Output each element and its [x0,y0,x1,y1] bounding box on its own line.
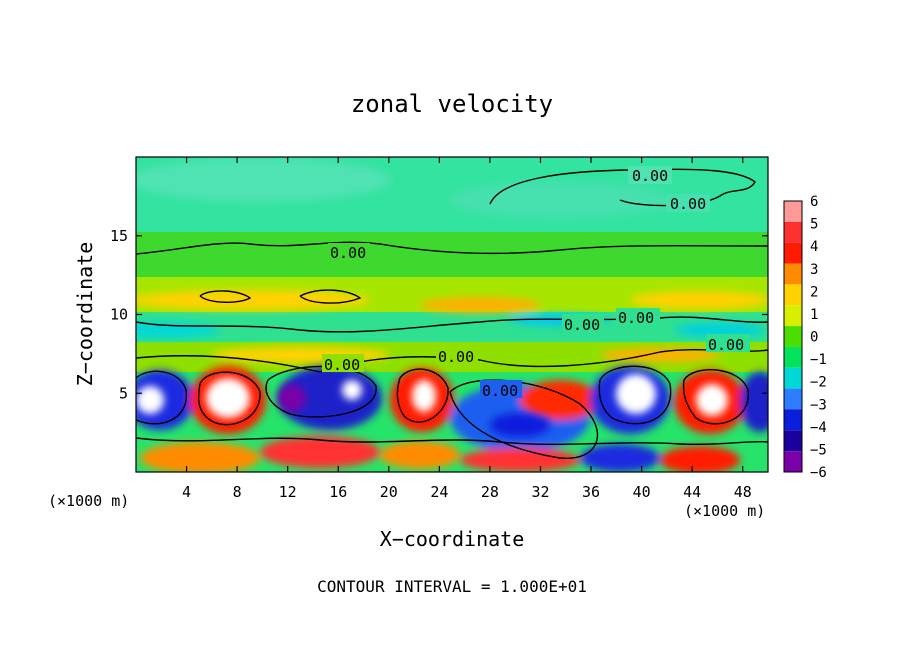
contour-label: 0.00 [618,309,654,327]
contour-label: 0.00 [670,195,706,213]
x-axis: 4 8 12 16 20 24 28 32 36 40 44 48 [182,157,752,501]
x-tick-label: 12 [279,483,297,501]
x-tick-label: 4 [182,483,191,501]
colorbar-frame [783,200,803,473]
colorbar-swatch [784,388,802,410]
y-axis-label: Z−coordinate [73,242,97,387]
colorbar-label: 2 [810,284,818,300]
contour-interval-footer: CONTOUR INTERVAL = 1.000E+01 [317,577,587,596]
colorbar-swatch [784,326,802,347]
colorbar-label: −6 [810,465,827,481]
colorbar-swatch [784,242,802,264]
colorbar-label: 5 [810,217,818,233]
contour-label: 0.00 [564,316,600,334]
colorbar-label: 3 [810,262,818,278]
colorbar-swatch [784,451,802,472]
colorbar: 6 5 4 3 2 1 0 −1 −2 −3 −4 −5 −6 [783,194,827,481]
y-tick-label: 10 [110,306,128,324]
x-tick-label: 36 [582,483,600,501]
colorbar-label: −1 [810,352,827,368]
colorbar-label: 0 [810,330,818,346]
contour-label: 0.00 [438,348,474,366]
x-tick-label: 24 [430,483,448,501]
colorbar-swatch [784,430,802,452]
contour-label: 0.00 [330,244,366,262]
contour-labels: 0.00 0.00 0.00 0.00 0.00 0.00 0.00 0.00 … [322,166,750,400]
colorbar-label: 4 [810,239,818,255]
colorbar-swatch [784,263,802,285]
colorbar-label: 1 [810,307,818,323]
y-axis: 5 10 15 [110,227,768,402]
colorbar-swatch [784,221,802,243]
colorbar-label: 6 [810,194,818,210]
x-tick-label: 8 [233,483,242,501]
contour-label: 0.00 [632,167,668,185]
contour-label: 0.00 [482,382,518,400]
colorbar-swatch [784,284,802,306]
y-tick-label: 5 [119,384,128,402]
x-tick-label: 40 [633,483,651,501]
colorbar-swatch [784,201,802,222]
contour-lines [136,168,768,459]
colorbar-label: −2 [810,375,827,391]
colorbar-swatch [784,409,802,431]
x-tick-label: 44 [683,483,701,501]
colorbar-label: −4 [810,420,827,436]
x-tick-label: 32 [531,483,549,501]
colorbar-swatch [784,346,802,368]
x-axis-label: X−coordinate [380,527,525,551]
contour-label: 0.00 [708,336,744,354]
x-tick-label: 20 [380,483,398,501]
x-tick-label: 48 [734,483,752,501]
plot-area: 0.00 0.00 0.00 0.00 0.00 0.00 0.00 0.00 … [136,157,768,472]
y-tick-label: 15 [110,227,128,245]
chart-title: zonal velocity [351,90,553,118]
x-tick-label: 28 [481,483,499,501]
colorbar-label: −5 [810,442,827,458]
colorbar-swatch [784,367,802,389]
colorbar-label: −3 [810,397,827,413]
x-tick-label: 16 [329,483,347,501]
colorbar-swatch [784,305,802,327]
x-unit-label-right: (×1000 m) [684,502,765,520]
contour-label: 0.00 [324,356,360,374]
x-unit-label-left: (×1000 m) [48,492,129,510]
